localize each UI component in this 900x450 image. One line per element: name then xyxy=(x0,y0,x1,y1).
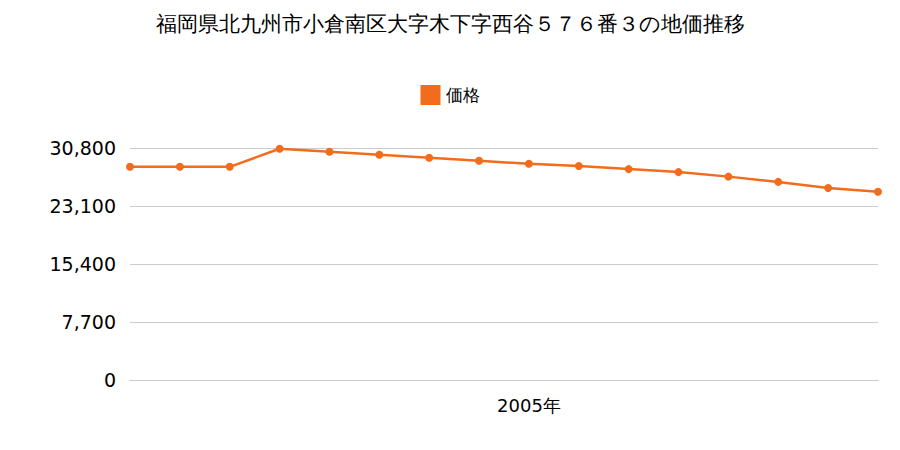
svg-text:30,800: 30,800 xyxy=(50,137,116,159)
svg-text:価格: 価格 xyxy=(446,85,480,105)
svg-text:15,400: 15,400 xyxy=(50,253,116,275)
svg-text:23,100: 23,100 xyxy=(50,195,116,217)
svg-text:福岡県北九州市小倉南区大字木下字西谷５７６番３の地価推移: 福岡県北九州市小倉南区大字木下字西谷５７６番３の地価推移 xyxy=(156,12,745,36)
svg-text:2005年: 2005年 xyxy=(497,395,561,416)
svg-text:0: 0 xyxy=(104,369,116,391)
svg-text:7,700: 7,700 xyxy=(62,311,116,333)
